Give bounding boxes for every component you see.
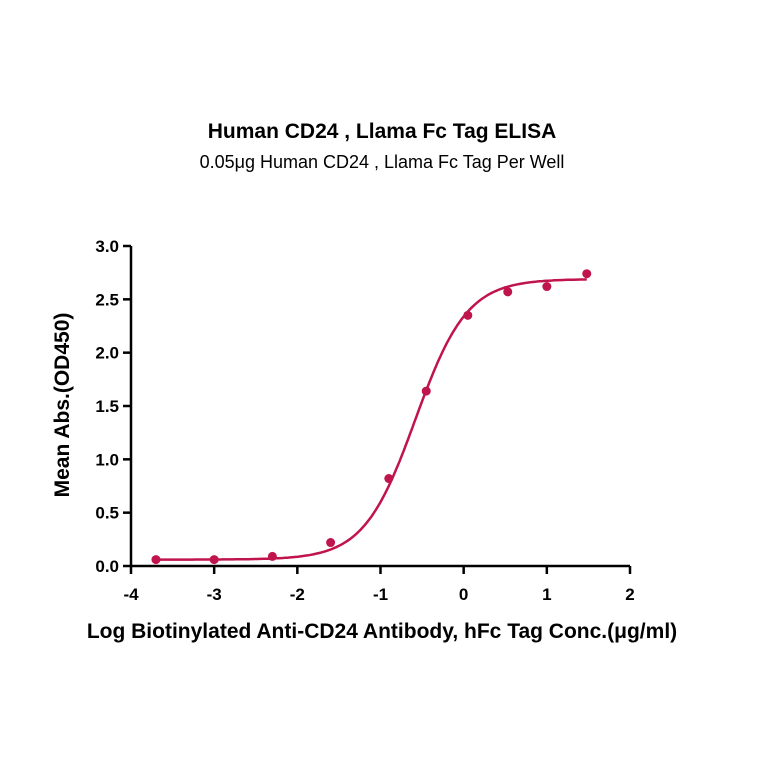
data-point xyxy=(503,287,513,297)
fit-curve xyxy=(155,278,587,561)
x-tick-label: -4 xyxy=(123,585,139,604)
data-point xyxy=(151,555,161,565)
x-tick-label: -1 xyxy=(373,585,388,604)
chart-subtitle: 0.05μg Human CD24 , Llama Fc Tag Per Wel… xyxy=(199,152,565,172)
y-tick-label: 0.0 xyxy=(95,557,119,576)
x-tick-label: 0 xyxy=(459,585,468,604)
y-tick-label: 1.5 xyxy=(95,397,119,416)
data-point xyxy=(542,282,552,292)
data-point xyxy=(463,310,473,320)
data-point xyxy=(267,551,277,561)
x-tick-label: 1 xyxy=(542,585,551,604)
y-tick-label: 2.0 xyxy=(95,344,119,363)
x-tick-label: -2 xyxy=(290,585,305,604)
y-tick-label: 3.0 xyxy=(95,237,119,256)
data-point xyxy=(209,555,219,565)
data-point xyxy=(384,474,394,484)
chart-title: Human CD24 , Llama Fc Tag ELISA xyxy=(207,120,557,143)
data-point xyxy=(582,269,592,279)
y-tick-label: 0.5 xyxy=(95,504,119,523)
x-tick-label: 2 xyxy=(625,585,634,604)
x-tick-label: -3 xyxy=(207,585,222,604)
data-point xyxy=(421,386,431,396)
y-tick-label: 2.5 xyxy=(95,290,119,309)
x-axis-label: Log Biotinylated Anti-CD24 Antibody, hFc… xyxy=(86,620,678,643)
data-point xyxy=(326,538,336,548)
y-tick-label: 1.0 xyxy=(95,450,119,469)
